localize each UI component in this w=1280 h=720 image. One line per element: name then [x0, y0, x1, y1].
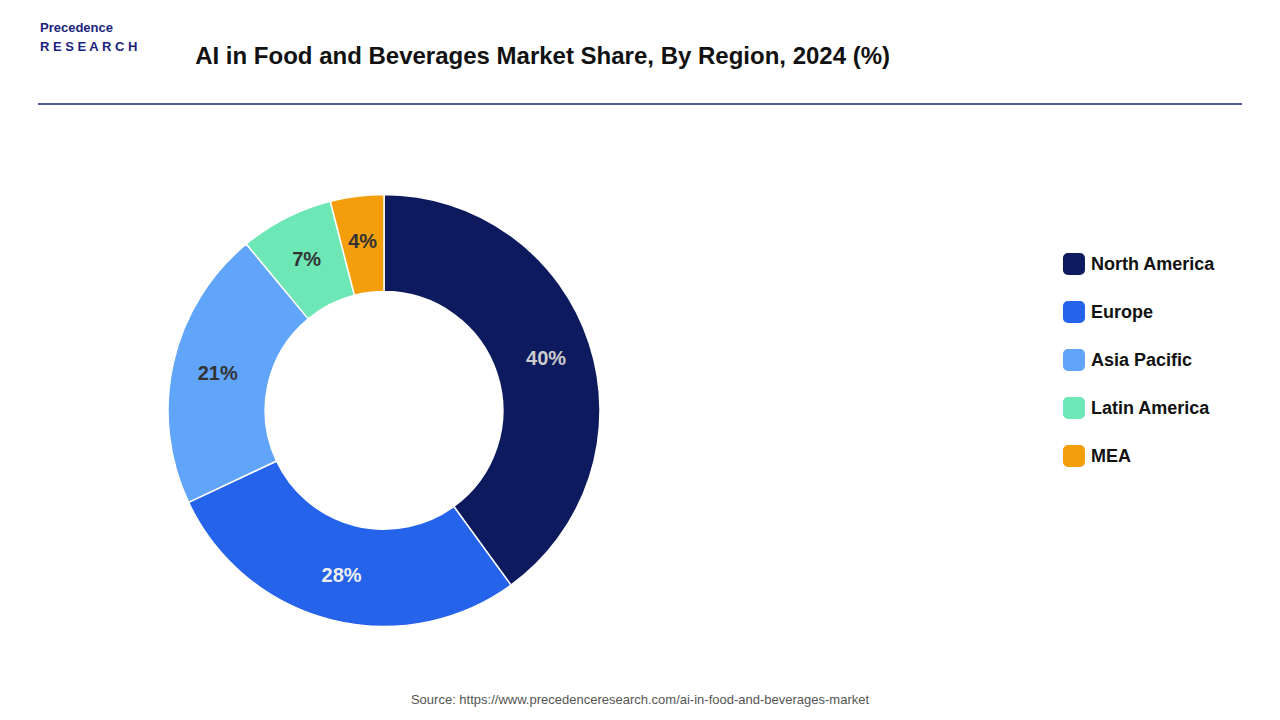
svg-text:Latin America: Latin America	[1091, 398, 1210, 418]
svg-text:Europe: Europe	[1091, 302, 1153, 322]
svg-text:Asia Pacific: Asia Pacific	[1091, 350, 1192, 370]
svg-text:7%: 7%	[292, 248, 321, 270]
svg-text:R E S E A R C H: R E S E A R C H	[40, 39, 137, 54]
svg-text:4%: 4%	[348, 230, 377, 252]
svg-text:Precedence: Precedence	[40, 20, 113, 35]
svg-text:Source: https://www.precedence: Source: https://www.precedenceresearch.c…	[411, 692, 869, 707]
svg-text:28%: 28%	[322, 564, 362, 586]
svg-text:40%: 40%	[526, 347, 566, 369]
svg-text:AI in Food and Beverages Marke: AI in Food and Beverages Market Share, B…	[195, 42, 890, 69]
svg-text:21%: 21%	[198, 362, 238, 384]
svg-text:North America: North America	[1091, 254, 1215, 274]
svg-text:MEA: MEA	[1091, 446, 1131, 466]
